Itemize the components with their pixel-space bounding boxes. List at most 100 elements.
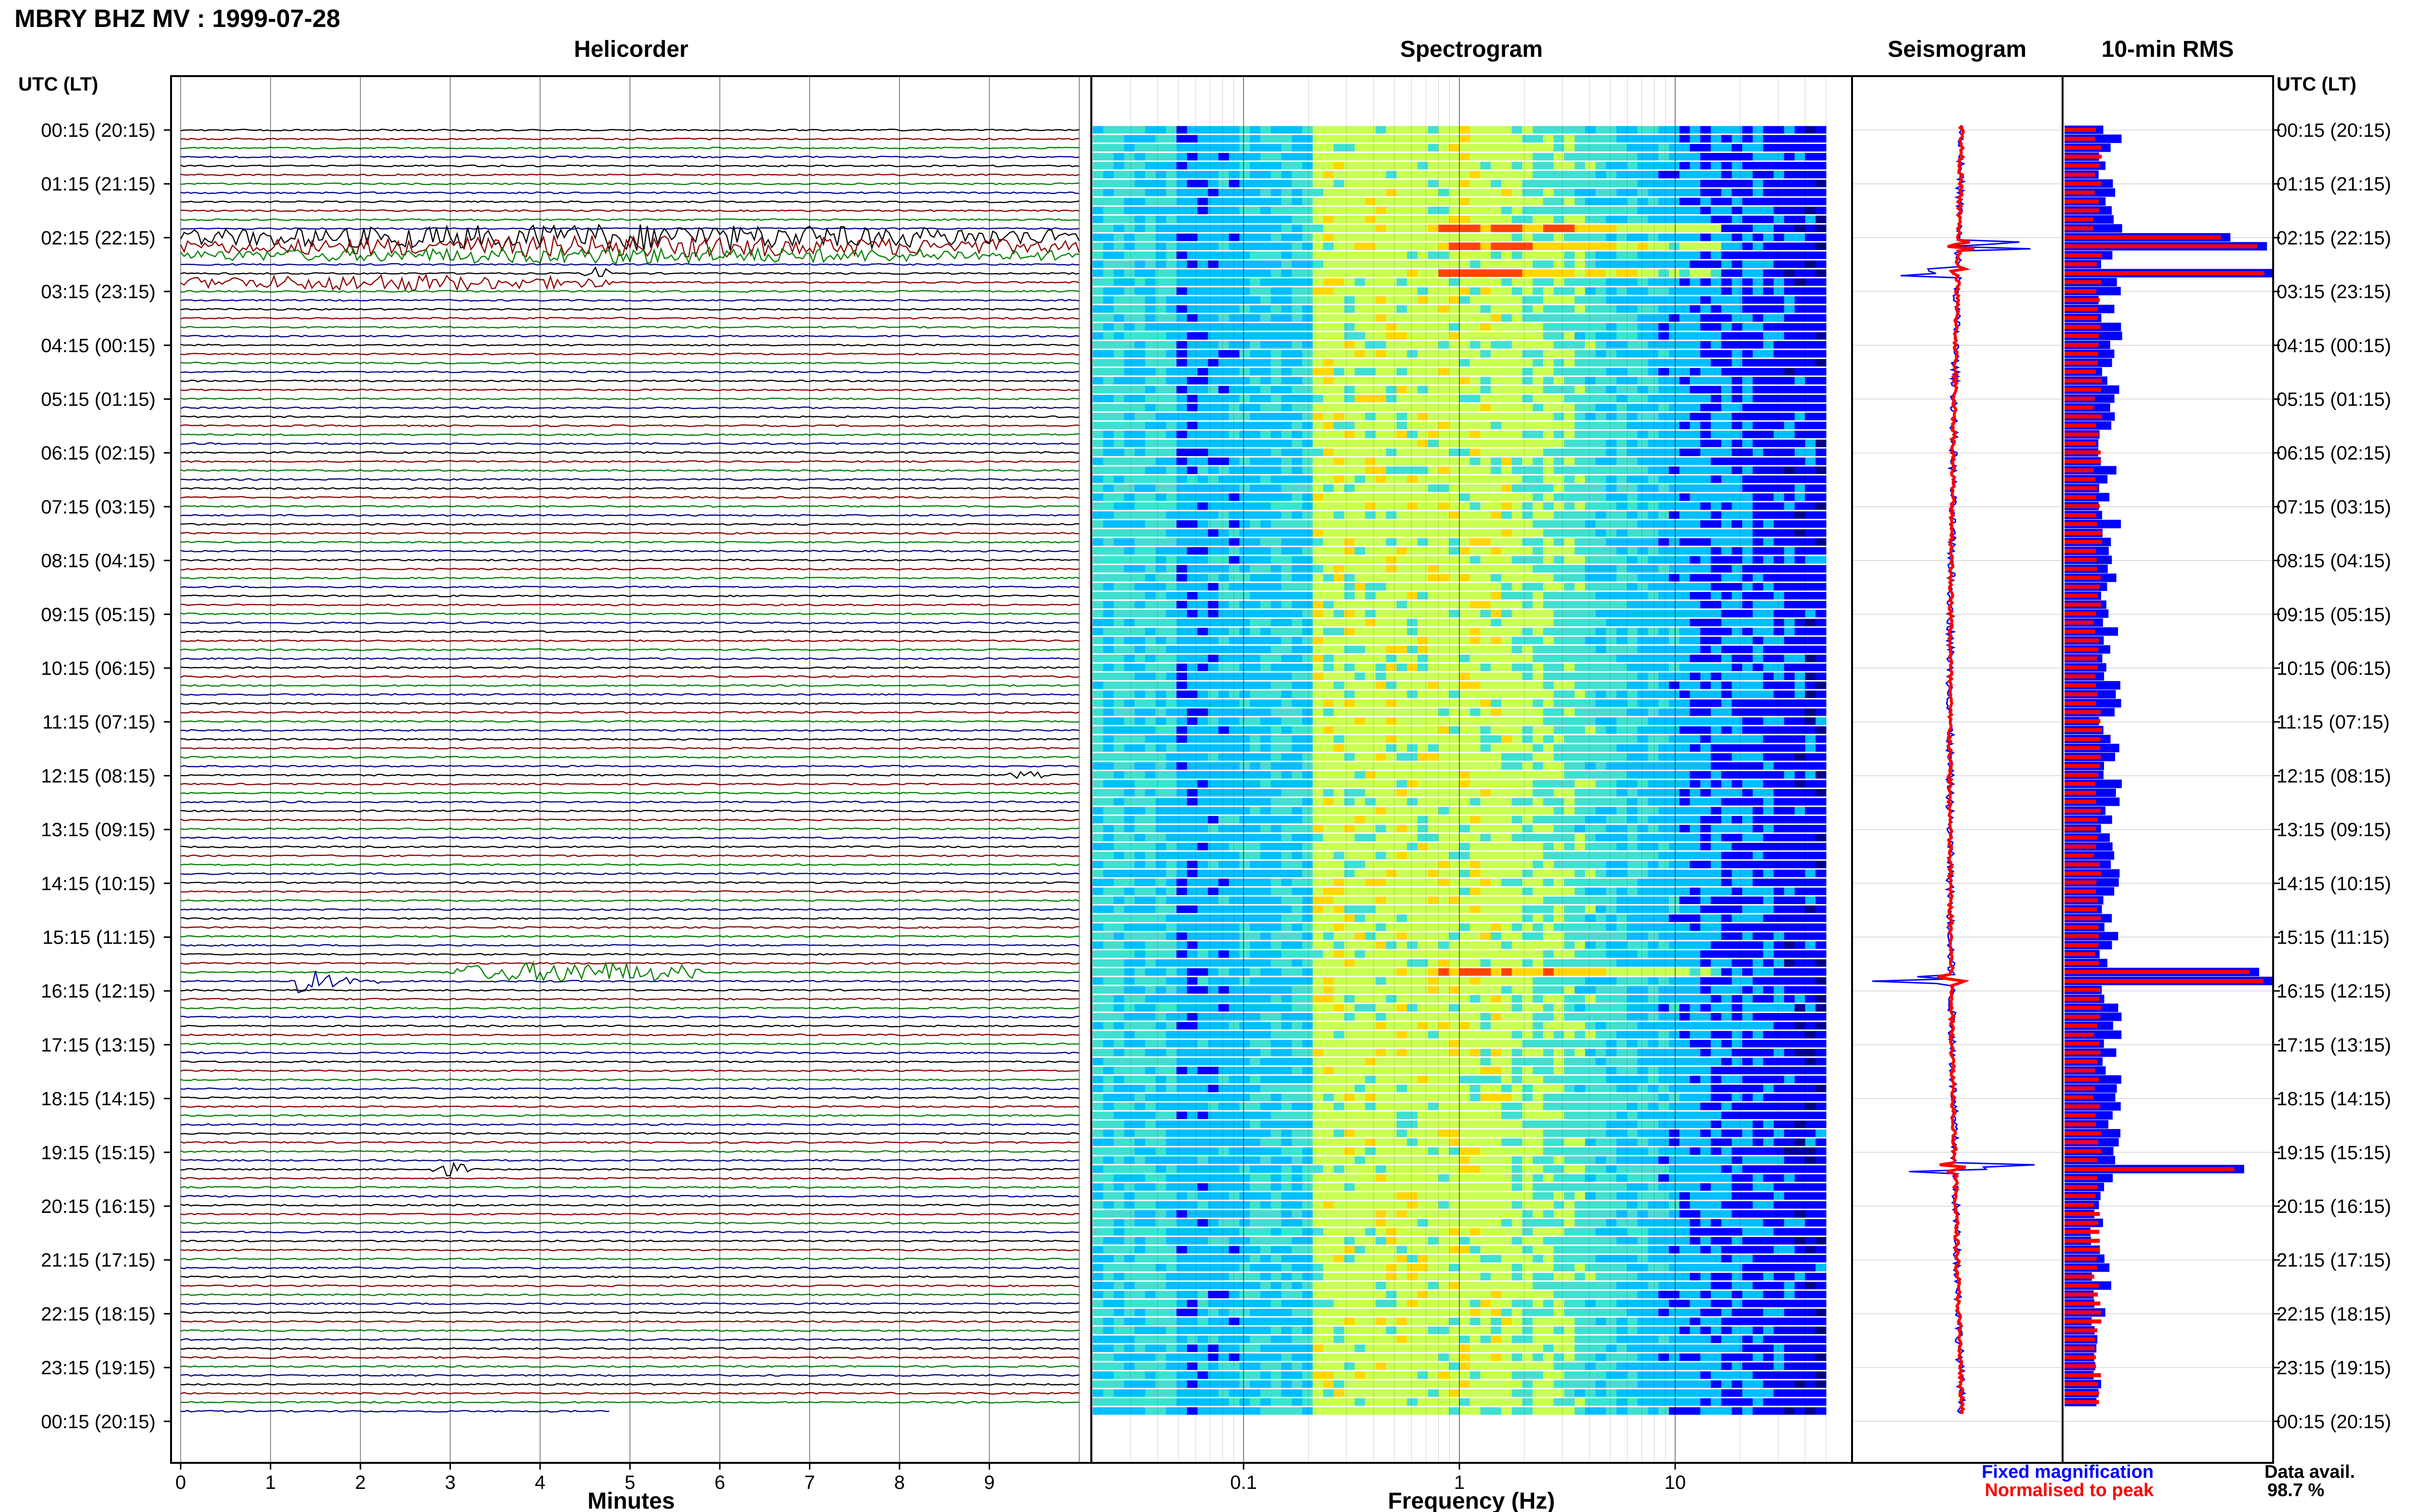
spectrogram-cell [1187,323,1198,331]
spectrogram-cell [1208,511,1219,519]
spectrogram-cell [1271,305,1282,313]
spectrogram-cell [1805,368,1816,376]
spectrogram-cell [1166,699,1177,707]
spectrogram-cell [1271,672,1282,680]
spectrogram-cell [1721,207,1732,214]
spectrogram-cell [1763,690,1774,698]
spectrogram-cell [1376,278,1387,286]
spectrogram-cell [1334,529,1345,537]
spectrogram-cell [1564,538,1575,546]
spectrogram-cell [1575,421,1586,430]
spectrogram-cell [1260,636,1271,644]
spectrogram-cell [1595,636,1606,644]
spectrogram-cell [1334,618,1345,627]
spectrogram-cell [1648,162,1659,170]
spectrogram-cell [1511,153,1522,161]
spectrogram-cell [1742,323,1753,331]
spectrogram-cell [1752,278,1764,286]
spectrogram-cell [1124,350,1135,358]
spectrogram-cell [1533,431,1544,438]
spectrogram-cell [1501,663,1512,671]
spectrogram-cell [1354,377,1365,385]
spectrogram-cell [1585,618,1596,627]
spectrogram-cell [1113,493,1125,501]
spectrogram-cell [1312,332,1324,340]
spectrogram-cell [1522,708,1533,716]
spectrogram-cell [1668,332,1680,340]
spectrogram-cell [1721,233,1732,241]
spectrogram-cell [1668,126,1680,134]
helicorder-trace [180,1409,609,1413]
spectrogram-cell [1564,350,1575,358]
spectrogram-cell [1606,699,1617,707]
spectrogram-cell [1774,287,1785,295]
spectrogram-cell [1501,394,1512,403]
spectrogram-cell [1197,386,1208,394]
spectrogram-cell [1543,655,1554,662]
spectrogram-cell [1658,431,1669,438]
spectrogram-cell [1794,162,1806,170]
spectrogram-cell [1438,162,1449,170]
spectrogram-cell [1648,672,1659,680]
spectrogram-cell [1197,681,1208,689]
spectrogram-cell [1386,126,1397,134]
spectrogram-cell [1135,663,1146,671]
spectrogram-cell [1176,672,1188,680]
spectrogram-cell [1187,341,1198,349]
spectrogram-cell [1668,296,1680,304]
spectrogram-cell [1239,242,1250,250]
spectrogram-cell [1752,207,1764,214]
spectrogram-cell [1543,278,1554,286]
spectrogram-cell [1281,368,1292,376]
spectrogram-cell [1124,368,1135,376]
spectrogram-cell [1742,135,1753,143]
spectrogram-cell [1334,207,1345,214]
spectrogram-cell [1124,135,1135,143]
spectrogram-cell [1595,583,1606,591]
spectrogram-cell [1365,224,1376,232]
spectrogram-cell [1606,197,1617,206]
spectrogram-cell [1218,690,1230,698]
spectrogram-cell [1334,439,1345,447]
spectrogram-cell [1344,412,1355,421]
spectrogram-cell [1271,574,1282,582]
spectrogram-cell [1459,287,1470,295]
spectrogram-cell [1752,188,1764,197]
spectrogram-cell [1637,690,1648,698]
spectrogram-cell [1323,207,1334,214]
spectrogram-cell [1564,377,1575,385]
spectrogram-cell [1386,735,1397,743]
spectrogram-cell [1794,126,1806,134]
spectrogram-cell [1239,717,1250,725]
spectrogram-cell [1710,251,1722,259]
spectrogram-cell [1239,484,1250,492]
spectrogram-cell [1208,197,1219,206]
spectrogram-cell [1815,323,1827,331]
spectrogram-cell [1396,296,1407,304]
spectrogram-cell [1438,681,1449,689]
spectrogram-cell [1113,439,1125,447]
spectrogram-cell [1292,592,1303,600]
spectrogram-cell [1229,269,1240,277]
spectrogram-cell [1239,655,1250,662]
spectrogram-cell [1323,242,1334,250]
spectrogram-cell [1323,439,1334,447]
spectrogram-cell [1292,690,1303,698]
spectrogram-cell [1365,287,1376,295]
spectrogram-cell [1428,287,1439,295]
spectrogram-cell [1469,296,1481,304]
spectrogram-cell [1113,628,1125,635]
spectrogram-cell [1501,144,1512,152]
spectrogram-cell [1522,726,1533,734]
spectrogram-cell [1616,484,1628,492]
spectrogram-cell [1564,493,1575,501]
spectrogram-cell [1543,708,1554,716]
spectrogram-cell [1501,529,1512,537]
spectrogram-cell [1606,583,1617,591]
spectrogram-cell [1271,180,1282,187]
spectrogram-cell [1732,171,1743,179]
spectrogram-cell [1417,448,1429,456]
spectrogram-cell [1376,618,1387,627]
spectrogram-cell [1124,744,1135,752]
spectrogram-cell [1606,511,1617,519]
